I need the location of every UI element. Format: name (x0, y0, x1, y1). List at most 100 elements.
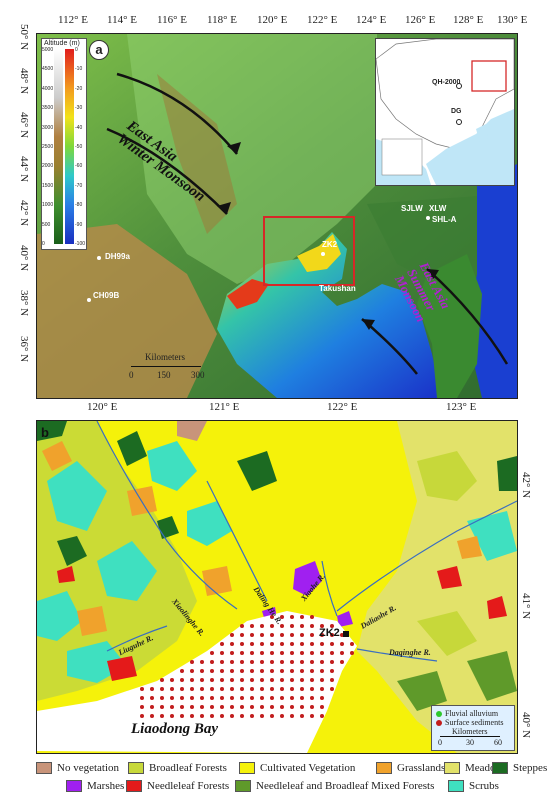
sediment-sample-dot (320, 624, 324, 628)
sediment-sample-dot (250, 705, 254, 709)
sediment-sample-dot (320, 678, 324, 682)
sediment-sample-dot (150, 705, 154, 709)
legend-swatch (239, 762, 255, 774)
site-label-qh2000: QH-2000 (432, 79, 461, 86)
river-label: Daqinghe R. (389, 648, 431, 657)
legend-item: Marshes (66, 780, 124, 792)
sediment-sample-dot (250, 624, 254, 628)
altitude-value: 4500 (42, 66, 54, 73)
sediment-sample-dot (320, 669, 324, 673)
sediment-sample-dot (320, 714, 324, 718)
depth-value: -30 (75, 105, 83, 112)
site-marker (456, 83, 462, 89)
legend-item: Steppes (492, 762, 547, 774)
sediment-sample-dot (310, 687, 314, 691)
sediment-sample-dot (260, 669, 264, 673)
sediment-sample-dot (310, 696, 314, 700)
sediment-sample-dot (330, 624, 334, 628)
sediment-sample-dot (160, 678, 164, 682)
altitude-value: 2000 (42, 163, 54, 170)
sediment-sample-dot (210, 687, 214, 691)
bottom-tick: 120° E (87, 401, 118, 413)
sediment-sample-dot (280, 696, 284, 700)
sediment-sample-dot (290, 660, 294, 664)
altitude-value: 500 (42, 221, 51, 228)
altitude-value: 4000 (42, 85, 54, 92)
sediment-sample-dot (290, 651, 294, 655)
sediment-sample-dot (310, 624, 314, 628)
sediment-sample-dot (220, 642, 224, 646)
legend-item: Needleleaf Forests (126, 780, 229, 792)
legend-item: Needleleaf and Broadleaf Mixed Forests (235, 780, 434, 792)
sediment-sample-dot (250, 696, 254, 700)
sediment-sample-dot (300, 660, 304, 664)
sediment-sample-dot (220, 660, 224, 664)
sediment-sample-dot (290, 624, 294, 628)
site-marker (97, 256, 101, 260)
sediment-sample-dot (200, 669, 204, 673)
sediment-sample-dot (330, 651, 334, 655)
sediment-sample-dot (230, 714, 234, 718)
sediment-sample-dot (240, 669, 244, 673)
sediment-sample-dot (200, 678, 204, 682)
sediment-sample-dot (220, 696, 224, 700)
sediment-sample-dot (270, 669, 274, 673)
left-tick: 50° N (18, 24, 30, 51)
legend-label: Surface sediments (445, 718, 504, 727)
sediment-sample-dot (260, 633, 264, 637)
top-tick: 116° E (157, 14, 187, 26)
legend-swatch (235, 780, 251, 792)
sediment-sample-dot (320, 696, 324, 700)
depth-value: -100 (75, 240, 86, 247)
sediment-sample-dot (330, 669, 334, 673)
sediment-sample-dot (330, 660, 334, 664)
sediment-sample-dot (200, 705, 204, 709)
sediment-sample-dot (280, 660, 284, 664)
sediment-sample-dot (190, 705, 194, 709)
sediment-sample-dot (230, 705, 234, 709)
sediment-sample-dot (200, 714, 204, 718)
sediment-sample-dot (250, 651, 254, 655)
sediment-sample-dot (340, 651, 344, 655)
altitude-value: 2500 (42, 143, 54, 150)
sediment-sample-dot (210, 669, 214, 673)
scale-label: 60 (494, 738, 502, 747)
legend-item: Grasslands (376, 762, 445, 774)
terrain-map (37, 34, 517, 398)
sediment-sample-dot (210, 696, 214, 700)
left-tick: 46° N (18, 112, 30, 139)
sediment-sample-dot (180, 669, 184, 673)
sediment-sample-dot (250, 669, 254, 673)
sediment-sample-dot (310, 705, 314, 709)
sediment-sample-dot (310, 660, 314, 664)
sediment-sample-dot (220, 651, 224, 655)
altitude-value: 5000 (42, 47, 54, 53)
sediment-sample-dot (270, 624, 274, 628)
sediment-sample-dot (250, 687, 254, 691)
sediment-sample-dot (320, 687, 324, 691)
sediment-sample-dot (320, 642, 324, 646)
sediment-sample-dot (340, 642, 344, 646)
sample-legend: Fluvial alluvium Surface sediments Kilom… (431, 705, 515, 751)
liaodong-bay-label: Liaodong Bay (131, 721, 219, 737)
sediment-sample-dot (290, 696, 294, 700)
sediment-sample-dot (230, 678, 234, 682)
altitude-colorbar (54, 49, 63, 244)
scale-line (440, 736, 500, 737)
sediment-sample-dot (270, 678, 274, 682)
site-label-shla: SHL-A (432, 215, 457, 224)
sediment-sample-dot (240, 687, 244, 691)
sediment-sample-dot (300, 714, 304, 718)
sediment-sample-dot (280, 615, 284, 619)
sediment-sample-dot (290, 642, 294, 646)
sediment-sample-dot (210, 714, 214, 718)
legend-item: Scrubs (448, 780, 499, 792)
sediment-sample-dot (230, 633, 234, 637)
depth-value: -50 (75, 143, 83, 150)
site-label-dg: DG (451, 108, 462, 115)
sediment-sample-dot (280, 705, 284, 709)
sediment-sample-dot (290, 633, 294, 637)
sediment-sample-dot (200, 687, 204, 691)
sediment-sample-dot (190, 660, 194, 664)
altitude-value: 3000 (42, 124, 54, 131)
